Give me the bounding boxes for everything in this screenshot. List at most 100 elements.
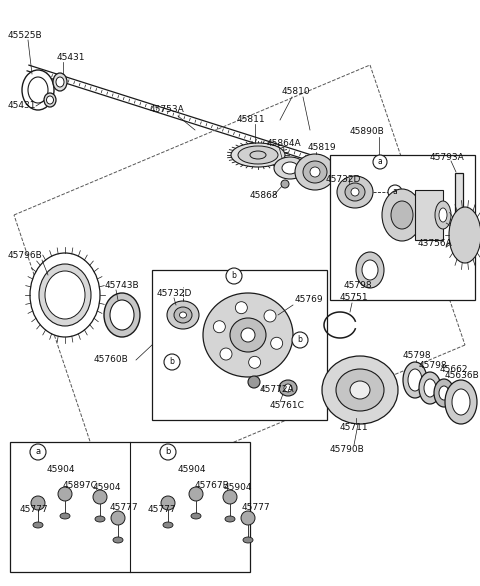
Text: 45753A: 45753A xyxy=(150,105,185,114)
Circle shape xyxy=(31,496,45,510)
Text: 45890B: 45890B xyxy=(350,128,385,137)
Text: 45904: 45904 xyxy=(93,482,121,492)
Text: 45904: 45904 xyxy=(47,465,75,473)
Ellipse shape xyxy=(279,380,297,396)
Bar xyxy=(455,173,463,245)
Bar xyxy=(152,270,327,420)
Circle shape xyxy=(264,310,276,322)
Ellipse shape xyxy=(362,260,378,280)
Ellipse shape xyxy=(243,537,253,543)
Ellipse shape xyxy=(241,328,255,342)
Text: 45819: 45819 xyxy=(308,144,336,152)
Text: 45767B: 45767B xyxy=(195,482,230,490)
Ellipse shape xyxy=(28,77,48,103)
Text: b: b xyxy=(165,448,171,456)
Ellipse shape xyxy=(356,252,384,288)
Ellipse shape xyxy=(174,307,192,323)
Text: 45777: 45777 xyxy=(110,503,139,513)
Bar xyxy=(415,190,443,240)
Circle shape xyxy=(30,444,46,460)
Text: 45743B: 45743B xyxy=(105,281,140,289)
Ellipse shape xyxy=(203,293,293,377)
Ellipse shape xyxy=(230,318,266,352)
Text: 45772A: 45772A xyxy=(260,386,295,394)
Ellipse shape xyxy=(250,151,266,159)
Ellipse shape xyxy=(180,312,187,318)
Text: a: a xyxy=(393,188,397,196)
Ellipse shape xyxy=(345,183,365,201)
Bar xyxy=(330,155,475,300)
Text: 45769: 45769 xyxy=(295,295,324,305)
Text: 45864A: 45864A xyxy=(267,138,301,148)
Ellipse shape xyxy=(44,93,56,107)
Ellipse shape xyxy=(47,96,53,104)
Ellipse shape xyxy=(110,300,134,330)
Text: b: b xyxy=(169,357,174,366)
Circle shape xyxy=(249,356,261,369)
Text: 45760B: 45760B xyxy=(94,356,129,364)
Circle shape xyxy=(220,348,232,360)
Ellipse shape xyxy=(419,372,441,404)
Circle shape xyxy=(373,155,387,169)
Circle shape xyxy=(281,180,289,188)
Bar xyxy=(10,442,250,572)
Text: 45798: 45798 xyxy=(419,360,448,370)
Text: 45904: 45904 xyxy=(224,482,252,492)
Text: 45810: 45810 xyxy=(282,87,311,97)
Ellipse shape xyxy=(424,379,436,397)
Ellipse shape xyxy=(391,201,413,229)
Ellipse shape xyxy=(33,522,43,528)
Ellipse shape xyxy=(39,264,91,326)
Text: a: a xyxy=(378,158,383,166)
Text: 45790B: 45790B xyxy=(330,445,365,455)
Ellipse shape xyxy=(56,77,64,87)
Ellipse shape xyxy=(439,386,449,400)
Ellipse shape xyxy=(30,253,100,337)
Text: 45897C: 45897C xyxy=(63,482,98,490)
Circle shape xyxy=(93,490,107,504)
Ellipse shape xyxy=(449,207,480,263)
Ellipse shape xyxy=(336,369,384,411)
Circle shape xyxy=(164,354,180,370)
Circle shape xyxy=(58,487,72,501)
Ellipse shape xyxy=(434,379,454,407)
Ellipse shape xyxy=(104,293,140,337)
Circle shape xyxy=(271,338,283,349)
Text: 45636B: 45636B xyxy=(445,370,480,380)
Ellipse shape xyxy=(284,384,292,392)
Text: 45868: 45868 xyxy=(250,192,278,200)
Ellipse shape xyxy=(337,176,373,208)
Text: 45525B: 45525B xyxy=(8,30,43,39)
Circle shape xyxy=(160,444,176,460)
Circle shape xyxy=(161,496,175,510)
Circle shape xyxy=(189,487,203,501)
Circle shape xyxy=(388,185,402,199)
Ellipse shape xyxy=(53,73,67,91)
Text: 45777: 45777 xyxy=(20,506,48,515)
Ellipse shape xyxy=(167,301,199,329)
Ellipse shape xyxy=(45,271,85,319)
Text: 45798: 45798 xyxy=(403,350,432,359)
Circle shape xyxy=(292,332,308,348)
Text: 45732D: 45732D xyxy=(157,289,192,298)
Ellipse shape xyxy=(408,369,422,391)
Text: 43756A: 43756A xyxy=(418,239,453,247)
Ellipse shape xyxy=(295,154,335,190)
Text: 45751: 45751 xyxy=(340,294,369,302)
Ellipse shape xyxy=(452,389,470,415)
Ellipse shape xyxy=(163,522,173,528)
Text: 45431: 45431 xyxy=(8,101,36,111)
Text: 45798: 45798 xyxy=(344,281,372,289)
Text: 45777: 45777 xyxy=(148,506,177,515)
Text: 45732D: 45732D xyxy=(326,175,361,185)
Ellipse shape xyxy=(403,362,427,398)
Ellipse shape xyxy=(382,189,422,241)
Text: 45811: 45811 xyxy=(237,115,265,124)
Circle shape xyxy=(223,490,237,504)
Ellipse shape xyxy=(303,161,327,183)
Ellipse shape xyxy=(238,146,278,164)
Ellipse shape xyxy=(282,162,298,174)
Text: 45904: 45904 xyxy=(178,465,206,473)
Ellipse shape xyxy=(350,381,370,399)
Ellipse shape xyxy=(435,201,451,229)
